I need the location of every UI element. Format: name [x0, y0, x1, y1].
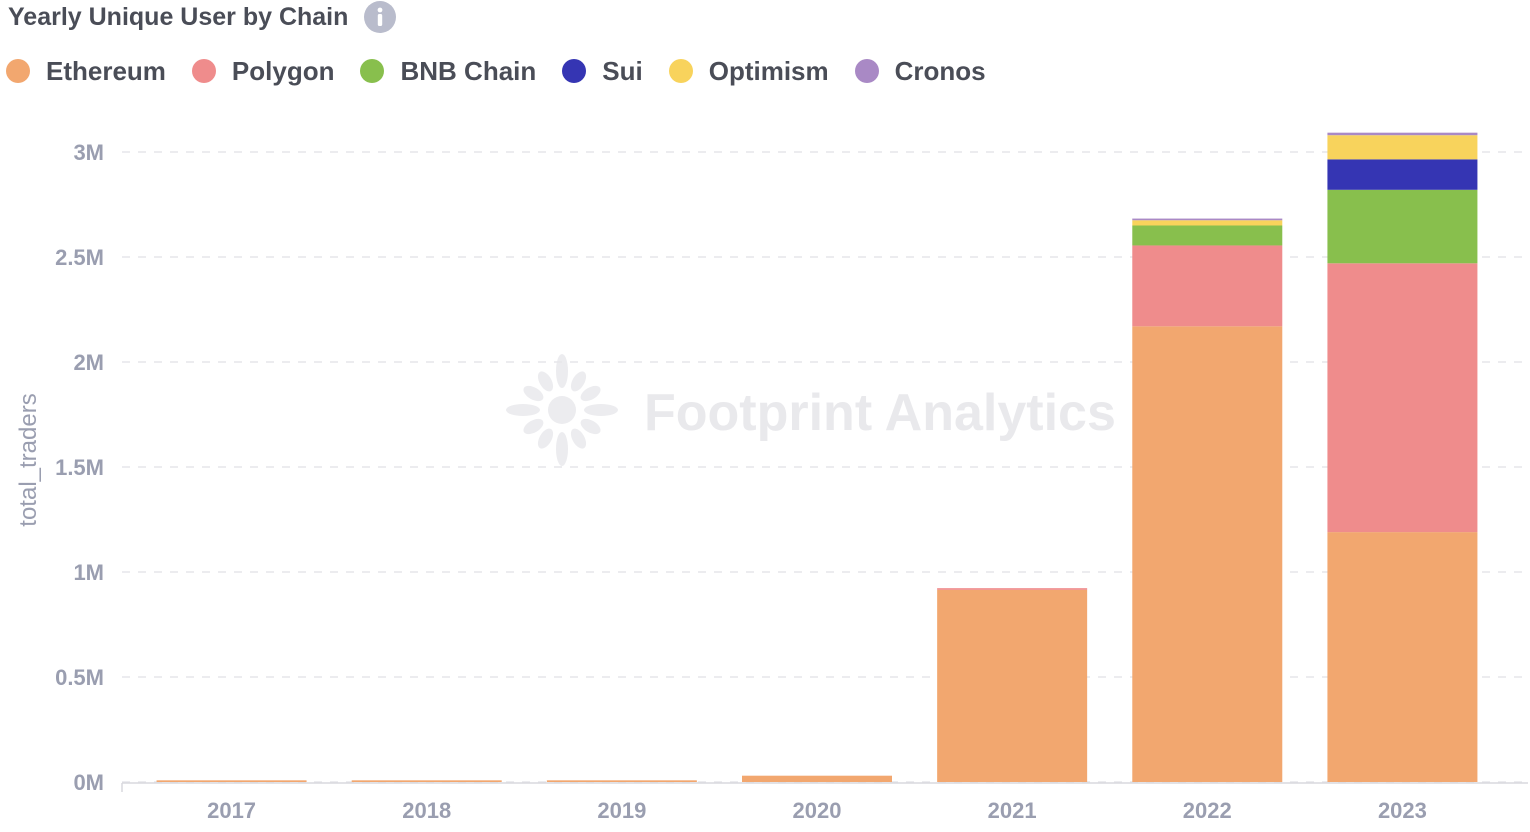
y-tick-label: 0.5M — [55, 665, 104, 690]
legend-swatch — [6, 59, 30, 83]
legend-label: Polygon — [231, 55, 335, 86]
bar-2023-ethereum — [1327, 532, 1478, 782]
info-glyph — [378, 7, 383, 26]
bar-2021-ethereum — [937, 589, 1088, 782]
legend-item-bnb-chain[interactable]: BNB Chain — [360, 56, 536, 87]
bar-2021-polygon — [937, 588, 1088, 590]
chart-title-row: Yearly Unique User by Chain — [8, 0, 397, 34]
watermark-petal — [523, 385, 544, 402]
watermark-petal — [506, 404, 540, 416]
x-tick-label: 2018 — [402, 798, 451, 823]
bar-2022-ethereum — [1132, 326, 1283, 782]
watermark-petal — [523, 418, 544, 435]
x-tick-label: 2019 — [597, 798, 646, 823]
x-tick-label: 2020 — [793, 798, 842, 823]
legend-item-optimism[interactable]: Optimism — [668, 55, 829, 87]
bar-2022-cronos — [1132, 218, 1283, 221]
y-tick-label: 2.5M — [55, 245, 104, 270]
y-tick-label: 1.5M — [55, 455, 104, 480]
watermark-petal — [570, 428, 587, 449]
legend-label: Ethereum — [46, 55, 166, 86]
legend-label: Sui — [602, 55, 643, 86]
legend-item-sui[interactable]: Sui — [562, 55, 643, 87]
bar-2022-optimism — [1132, 220, 1283, 226]
chart-title: Yearly Unique User by Chain — [8, 2, 349, 31]
y-tick-label: 3M — [73, 140, 104, 165]
chart-legend: Ethereum Polygon BNB Chain Sui Optimism Crono… — [6, 54, 1012, 88]
legend-swatch — [360, 59, 385, 83]
bar-2017-ethereum — [156, 780, 307, 782]
watermark-petal — [570, 371, 587, 392]
legend-swatch — [562, 59, 587, 83]
watermark — [506, 354, 618, 466]
bar-2022-bnb-chain — [1132, 225, 1283, 246]
watermark-center — [548, 396, 576, 424]
y-tick-label: 1M — [73, 560, 104, 585]
watermark-text: Footprint Analytics — [644, 384, 1116, 442]
legend-label: BNB Chain — [400, 55, 537, 86]
watermark-petal — [556, 432, 568, 466]
watermark-petal — [580, 385, 601, 402]
legend-label: Cronos — [894, 55, 986, 86]
info-icon[interactable] — [364, 1, 397, 33]
x-tick-label: 2023 — [1378, 798, 1427, 823]
y-axis-label: total_traders — [15, 393, 42, 526]
legend-swatch — [668, 59, 693, 83]
x-tick-label: 2021 — [988, 798, 1037, 823]
watermark-petal — [580, 418, 601, 435]
bar-2020-ethereum — [742, 775, 892, 782]
legend-item-ethereum[interactable]: Ethereum — [6, 56, 166, 87]
watermark-petal — [556, 354, 568, 388]
x-tick-label: 2022 — [1183, 798, 1232, 823]
watermark-petal — [584, 404, 618, 416]
bar-2023-optimism — [1327, 135, 1478, 160]
x-tick-label: 2017 — [207, 798, 256, 823]
legend-item-polygon[interactable]: Polygon — [191, 55, 335, 87]
watermark-petal — [537, 428, 554, 449]
legend-swatch — [191, 59, 216, 83]
bar-2023-bnb-chain — [1327, 189, 1478, 264]
bar-2023-sui — [1327, 159, 1478, 190]
legend-label: Optimism — [708, 55, 829, 86]
y-tick-label: 2M — [73, 350, 104, 375]
bar-2023-cronos — [1327, 132, 1478, 136]
legend-item-cronos[interactable]: Cronos — [854, 55, 986, 87]
bar-2023-polygon — [1327, 263, 1478, 533]
watermark-petal — [537, 371, 554, 392]
legend-swatch — [854, 59, 879, 83]
bar-2022-polygon — [1132, 245, 1283, 327]
bar-2019-ethereum — [546, 780, 697, 782]
bar-2018-ethereum — [351, 780, 502, 782]
y-tick-label: 0M — [73, 770, 104, 795]
